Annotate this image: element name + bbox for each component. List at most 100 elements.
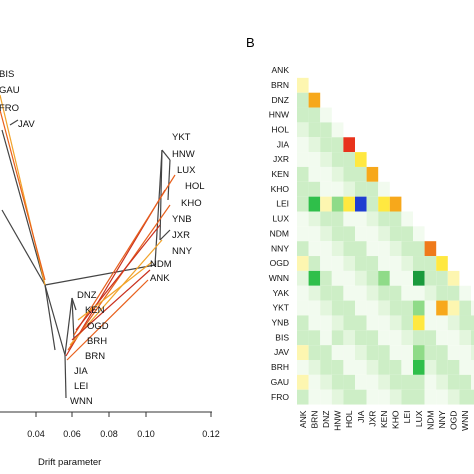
tree-leaf-label: WNN (70, 396, 93, 407)
heatmap-cell (355, 256, 367, 271)
heatmap-cell (308, 300, 321, 316)
heatmap-cell (308, 107, 321, 123)
heatmap-cell (308, 137, 321, 153)
tree-branch (64, 354, 67, 399)
heatmap-cell (308, 256, 321, 271)
tree-leaf-label: FRO (0, 103, 19, 114)
heatmap-column-label: KHO (391, 410, 401, 429)
heatmap-row-label: BIS (275, 332, 289, 342)
heatmap-cell (366, 166, 379, 182)
heatmap-cell (355, 211, 367, 227)
heatmap-cell (389, 196, 402, 212)
tree-leaf-label: NNY (172, 246, 193, 257)
heatmap-cell (389, 241, 402, 257)
heatmap-cell (297, 241, 309, 257)
heatmap-column-label: LEI (402, 411, 412, 424)
heatmap-cell (401, 300, 413, 316)
heatmap-cell (366, 270, 379, 286)
heatmap-cell (320, 122, 332, 138)
heatmap-cell (413, 360, 425, 375)
heatmap-cell (308, 330, 321, 346)
tree-leaf-label: BRH (87, 336, 107, 347)
heatmap-row-label: KEN (272, 169, 289, 179)
tree-admixture-edge (67, 204, 171, 351)
heatmap-cell (424, 241, 437, 257)
heatmap-cell (343, 389, 355, 405)
heatmap-cell (401, 360, 413, 375)
heatmap-cell (459, 300, 471, 316)
heatmap-cell (471, 389, 474, 405)
heatmap-cell (320, 256, 332, 271)
heatmap-cell (343, 211, 355, 227)
heatmap-cell (355, 196, 367, 212)
tree-leaf-label: YKT (172, 132, 191, 143)
heatmap-cell (459, 360, 471, 375)
heatmap-cell (389, 315, 402, 331)
heatmap-cell (447, 315, 460, 331)
heatmap-cell (471, 315, 474, 331)
heatmap-cell (343, 315, 355, 331)
heatmap-cell (297, 122, 309, 138)
heatmap-cell (378, 226, 390, 242)
heatmap-cell (389, 285, 402, 301)
tree-leaf-label: JIA (74, 366, 88, 377)
tree-branch (1, 209, 46, 286)
tree-leaf-label: HNW (172, 149, 195, 160)
heatmap-cell (447, 374, 460, 390)
heatmap-column-label: NDM (425, 411, 435, 430)
tree-branch (64, 297, 73, 356)
heatmap-cell (366, 285, 379, 301)
heatmap-cell (471, 330, 474, 346)
heatmap-cell (320, 374, 332, 390)
heatmap-cell (378, 315, 390, 331)
heatmap-cell (436, 345, 448, 360)
heatmap-cell (389, 360, 402, 375)
heatmap-cell (355, 345, 367, 360)
tree-x-tick-label: 0.12 (202, 429, 220, 439)
heatmap-row-label: JIA (277, 139, 290, 149)
heatmap-cell (413, 256, 425, 271)
heatmap-cell (436, 360, 448, 375)
heatmap-cell (447, 270, 460, 286)
heatmap-cell (343, 137, 355, 153)
heatmap-cell (436, 315, 448, 331)
heatmap-cell (343, 330, 355, 346)
tree-leaf-label: LEI (74, 381, 88, 392)
heatmap-cell (308, 285, 321, 301)
heatmap-cell (378, 270, 390, 286)
heatmap-cell (424, 270, 437, 286)
tree-x-axis-label: Drift parameter (38, 457, 101, 468)
tree-leaf-label: HOL (185, 181, 205, 192)
heatmap-row-label: FRO (271, 392, 289, 402)
heatmap-cell (401, 256, 413, 271)
heatmap-cell (355, 270, 367, 286)
heatmap-cell (401, 241, 413, 257)
heatmap-row-label: GAU (271, 377, 289, 387)
heatmap-cell (366, 360, 379, 375)
heatmap-cell (366, 300, 379, 316)
tree-branch (1, 129, 46, 286)
heatmap-cell (436, 330, 448, 346)
heatmap-cell (459, 374, 471, 390)
tree-branch (161, 149, 171, 161)
heatmap-cell (331, 330, 344, 346)
tree-panel: 0.04 0.06 0.08 0.10 0.12 Drift parameter BIS GA… (0, 69, 220, 468)
heatmap-cell (378, 330, 390, 346)
heatmap-cell (378, 374, 390, 390)
heatmap-cell (378, 256, 390, 271)
tree-x-tick-label: 0.06 (63, 429, 81, 439)
heatmap-cell (331, 211, 344, 227)
heatmap-cell (378, 389, 390, 405)
heatmap-cell (320, 270, 332, 286)
heatmap-cell (459, 330, 471, 346)
heatmap-cell (343, 181, 355, 197)
heatmap-cell (436, 300, 448, 316)
heatmap-cell (331, 166, 344, 182)
heatmap-cell (343, 256, 355, 271)
tree-branch (159, 229, 171, 241)
heatmap-column-label: JXR (367, 411, 377, 427)
heatmap-cell (320, 300, 332, 316)
heatmap-cell (297, 196, 309, 212)
heatmap-cell (331, 270, 344, 286)
heatmap-cell (389, 270, 402, 286)
